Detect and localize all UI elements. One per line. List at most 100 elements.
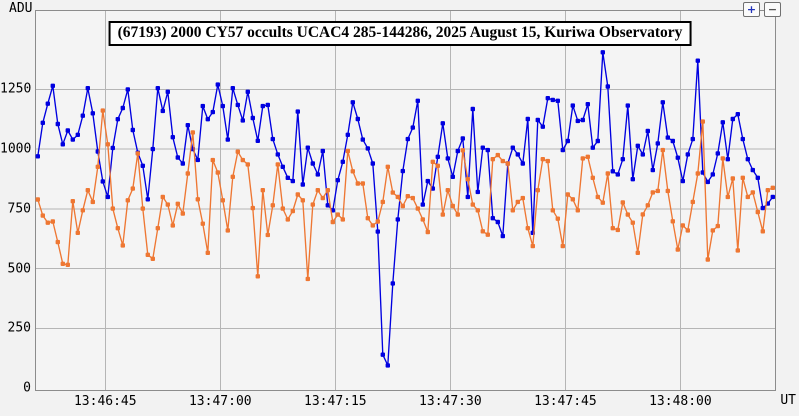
- data-point-target-star-blue: [715, 151, 720, 156]
- data-point-comparison-star-orange: [205, 250, 210, 255]
- data-point-comparison-star-orange: [735, 248, 740, 253]
- data-point-target-star-blue: [275, 152, 280, 157]
- data-point-target-star-blue: [520, 161, 525, 166]
- data-point-target-star-blue: [250, 115, 255, 121]
- data-point-comparison-star-orange: [450, 203, 455, 209]
- data-point-comparison-star-orange: [770, 185, 775, 190]
- data-point-target-star-blue: [740, 136, 745, 142]
- data-point-comparison-star-orange: [700, 119, 705, 124]
- data-point-target-star-blue: [735, 112, 740, 117]
- data-point-comparison-star-orange: [510, 208, 515, 213]
- data-point-target-star-blue: [265, 102, 270, 108]
- data-point-target-star-blue: [510, 145, 515, 150]
- data-point-target-star-blue: [370, 161, 375, 166]
- data-point-target-star-blue: [550, 97, 555, 103]
- gridlines: [35, 10, 776, 391]
- data-point-comparison-star-orange: [225, 228, 230, 233]
- data-point-comparison-star-orange: [255, 274, 260, 279]
- data-point-target-star-blue: [435, 154, 440, 159]
- data-point-comparison-star-orange: [680, 223, 685, 228]
- data-point-comparison-star-orange: [730, 176, 735, 181]
- data-point-comparison-star-orange: [620, 200, 625, 205]
- data-point-target-star-blue: [125, 87, 130, 92]
- data-point-comparison-star-orange: [395, 194, 400, 200]
- data-point-target-star-blue: [65, 128, 70, 133]
- data-point-target-star-blue: [390, 281, 395, 286]
- data-point-target-star-blue: [605, 84, 610, 89]
- data-point-comparison-star-orange: [40, 213, 45, 218]
- data-point-comparison-star-orange: [60, 261, 65, 266]
- data-point-target-star-blue: [560, 147, 565, 153]
- data-point-comparison-star-orange: [405, 194, 410, 199]
- zoom-out-button[interactable]: −: [764, 2, 781, 17]
- data-point-target-star-blue: [400, 168, 405, 174]
- data-point-target-star-blue: [555, 98, 560, 103]
- x-axis-tick-label: 13:47:15: [304, 394, 367, 409]
- data-point-comparison-star-orange: [635, 250, 640, 255]
- data-point-comparison-star-orange: [305, 276, 310, 282]
- zoom-in-button[interactable]: +: [743, 2, 760, 17]
- data-point-comparison-star-orange: [650, 190, 655, 195]
- data-point-target-star-blue: [595, 138, 600, 144]
- data-point-target-star-blue: [665, 135, 670, 140]
- data-point-comparison-star-orange: [50, 219, 55, 224]
- data-point-comparison-star-orange: [240, 157, 245, 163]
- data-point-comparison-star-orange: [465, 177, 470, 182]
- data-point-comparison-star-orange: [435, 163, 440, 168]
- data-point-target-star-blue: [760, 205, 765, 211]
- data-point-target-star-blue: [185, 123, 190, 128]
- data-point-target-star-blue: [315, 172, 320, 177]
- data-point-comparison-star-orange: [85, 188, 90, 193]
- data-point-comparison-star-orange: [120, 243, 125, 248]
- data-point-comparison-star-orange: [355, 181, 360, 186]
- data-point-target-star-blue: [175, 155, 180, 160]
- data-point-target-star-blue: [215, 82, 220, 87]
- data-point-target-star-blue: [610, 169, 615, 174]
- data-point-target-star-blue: [430, 186, 435, 191]
- data-point-comparison-star-orange: [180, 211, 185, 216]
- x-axis-tick-label: 13:48:00: [649, 394, 712, 409]
- data-point-target-star-blue: [660, 100, 665, 105]
- data-point-target-star-blue: [640, 152, 645, 157]
- data-point-comparison-star-orange: [600, 200, 605, 205]
- x-axis-unit-label: UT: [780, 393, 796, 408]
- data-point-target-star-blue: [130, 127, 135, 133]
- data-point-comparison-star-orange: [595, 194, 600, 200]
- data-point-comparison-star-orange: [230, 174, 235, 179]
- data-point-target-star-blue: [725, 157, 730, 162]
- data-point-target-star-blue: [100, 179, 105, 184]
- data-point-comparison-star-orange: [335, 212, 340, 217]
- series-line-target-star-blue: [37, 51, 774, 367]
- data-point-comparison-star-orange: [375, 219, 380, 224]
- data-point-comparison-star-orange: [390, 190, 395, 195]
- data-point-target-star-blue: [360, 137, 365, 142]
- data-point-target-star-blue: [180, 161, 185, 166]
- data-point-target-star-blue: [225, 137, 230, 142]
- data-point-target-star-blue: [210, 109, 215, 115]
- data-point-target-star-blue: [705, 179, 710, 185]
- data-point-comparison-star-orange: [480, 229, 485, 234]
- data-point-comparison-star-orange: [430, 159, 435, 164]
- data-point-comparison-star-orange: [110, 206, 115, 211]
- data-point-target-star-blue: [405, 136, 410, 142]
- data-point-target-star-blue: [380, 352, 385, 357]
- data-point-target-star-blue: [230, 86, 235, 91]
- data-point-comparison-star-orange: [210, 157, 215, 163]
- data-point-target-star-blue: [440, 121, 445, 126]
- y-axis-tick-label: 750: [7, 201, 31, 217]
- data-point-target-star-blue: [750, 167, 755, 173]
- data-point-comparison-star-orange: [685, 228, 690, 233]
- data-point-target-star-blue: [450, 174, 455, 179]
- data-point-target-star-blue: [685, 152, 690, 157]
- data-point-comparison-star-orange: [140, 206, 145, 211]
- data-point-comparison-star-orange: [550, 208, 555, 213]
- data-point-comparison-star-orange: [310, 202, 315, 207]
- data-point-target-star-blue: [575, 118, 580, 124]
- data-point-comparison-star-orange: [265, 232, 270, 238]
- data-point-target-star-blue: [445, 156, 450, 161]
- data-point-target-star-blue: [70, 137, 75, 142]
- data-point-comparison-star-orange: [420, 217, 425, 222]
- data-point-target-star-blue: [260, 103, 265, 109]
